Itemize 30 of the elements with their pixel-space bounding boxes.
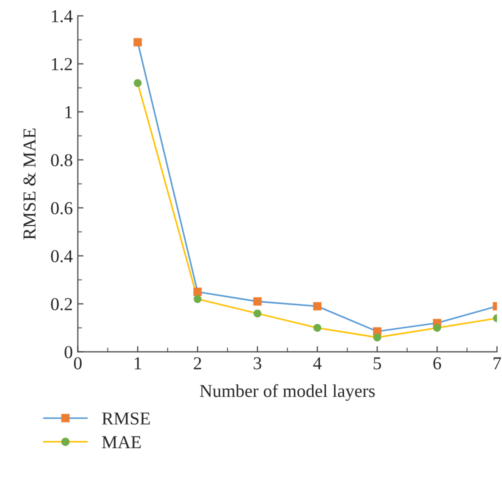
- x-tick-label: 2: [194, 357, 202, 370]
- legend-label: MAE: [102, 436, 141, 448]
- x-tick-label: 5: [374, 357, 382, 370]
- x-axis-title: Number of model layers: [200, 384, 375, 401]
- y-tick-label: 0.4: [51, 250, 73, 262]
- point: [194, 295, 202, 303]
- y-tick-label: 1.2: [52, 58, 72, 70]
- legend-label: RMSE: [102, 412, 150, 425]
- point: [134, 79, 142, 87]
- x-tick-label: 6: [433, 357, 442, 370]
- x-tick-label: 0: [74, 357, 82, 370]
- y-tick-label: 0.8: [51, 154, 72, 166]
- y-tick-label: 1.4: [52, 10, 73, 22]
- point: [313, 324, 322, 332]
- point: [373, 334, 382, 342]
- x-tick-label: 3: [254, 357, 262, 370]
- point: [433, 324, 442, 332]
- point: [313, 302, 322, 310]
- point: [253, 297, 262, 306]
- y-tick-label: 0: [64, 346, 72, 358]
- y-axis-title: RMSE & MAE: [23, 128, 36, 240]
- point: [254, 310, 262, 318]
- point: [193, 288, 202, 296]
- y-tick-label: 0.6: [51, 202, 72, 214]
- x-tick-label: 1: [134, 357, 142, 370]
- x-tick-label: 4: [313, 357, 322, 370]
- y-tick-label: 1: [66, 106, 72, 118]
- x-tick-label: 7: [494, 357, 501, 370]
- y-tick-label: 0.2: [51, 298, 72, 310]
- point: [134, 38, 142, 46]
